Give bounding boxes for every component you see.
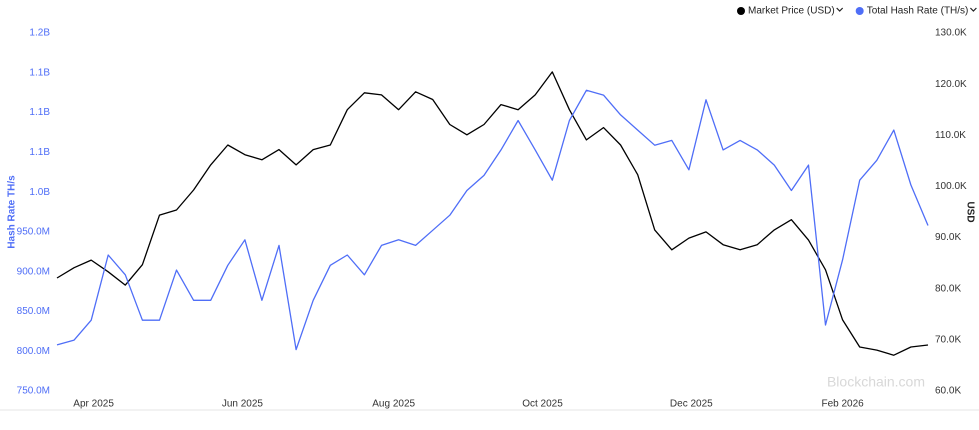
y-tick-label: 1.1B [29, 107, 50, 118]
x-tick-label: Feb 2026 [821, 399, 864, 410]
series-line [56, 89, 929, 351]
y2-tick-label: 90.0K [935, 232, 961, 243]
y-tick-label: 1.0B [29, 187, 50, 198]
watermark: Blockchain.com [827, 374, 925, 390]
y-tick-label: 1.2B [29, 28, 50, 39]
y2-tick-label: 80.0K [935, 283, 961, 294]
y2-axis-title: USD [964, 201, 975, 222]
legend-marker [737, 7, 745, 15]
legend-label: Market Price (USD) [748, 6, 835, 17]
y-tick-label: 850.0M [17, 306, 50, 317]
y-tick-label: 900.0M [17, 266, 50, 277]
series-line [56, 71, 929, 356]
y2-tick-label: 70.0K [935, 334, 961, 345]
legend-chevron [969, 7, 977, 12]
y2-tick-label: 60.0K [935, 386, 961, 397]
y-tick-label: 750.0M [17, 386, 50, 397]
x-tick-label: Aug 2025 [372, 399, 415, 410]
y-tick-label: 1.1B [29, 147, 50, 158]
legend-item[interactable]: Total Hash Rate (TH/s) [855, 6, 977, 17]
x-tick-label: Dec 2025 [670, 399, 713, 410]
y2-tick-label: 120.0K [935, 79, 967, 90]
x-tick-label: Oct 2025 [522, 399, 563, 410]
y-tick-label: 1.1B [29, 67, 50, 78]
y-tick-label: 800.0M [17, 346, 50, 357]
legend-item[interactable]: Market Price (USD) [737, 6, 844, 17]
legend-chevron [836, 7, 844, 12]
legend-marker [855, 7, 864, 15]
y2-tick-label: 130.0K [935, 28, 967, 39]
x-tick-label: Jun 2025 [222, 399, 264, 410]
y2-tick-label: 100.0K [935, 181, 967, 192]
legend-label: Total Hash Rate (TH/s) [867, 6, 969, 17]
x-tick-label: Apr 2025 [73, 399, 114, 410]
y-axis-title: Hash Rate TH/s [7, 175, 18, 249]
y-tick-label: 950.0M [17, 227, 50, 238]
y2-tick-label: 110.0K [935, 130, 966, 141]
